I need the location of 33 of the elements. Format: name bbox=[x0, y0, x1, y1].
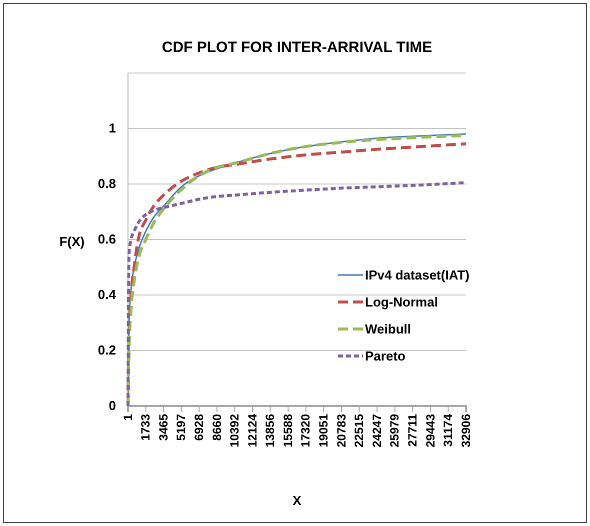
y-tick-label: 1 bbox=[108, 120, 116, 136]
x-tick-label: 27711 bbox=[405, 414, 420, 447]
y-tick-label: 0.6 bbox=[98, 232, 116, 247]
chart-title: CDF PLOT FOR INTER-ARRIVAL TIME bbox=[162, 39, 432, 56]
x-tick-label: 15588 bbox=[280, 414, 295, 448]
legend-label: IPv4 dataset(IAT) bbox=[365, 268, 470, 283]
y-tick-label: 0 bbox=[108, 398, 116, 414]
y-axis-title: F(X) bbox=[59, 234, 85, 249]
x-tick-label: 12124 bbox=[245, 414, 260, 448]
x-tick-label: 32906 bbox=[458, 414, 473, 448]
x-tick-label: 3465 bbox=[156, 414, 170, 441]
x-tick-label: 6928 bbox=[192, 414, 206, 441]
x-tick-label: 19051 bbox=[316, 414, 331, 448]
legend-label: Weibull bbox=[365, 322, 411, 337]
legend-label: Log-Normal bbox=[365, 294, 438, 310]
x-tick-label: 17320 bbox=[298, 414, 313, 448]
x-tick-label: 8660 bbox=[210, 414, 224, 441]
y-tick-label: 0.2 bbox=[98, 342, 116, 358]
legend-label: Pareto bbox=[365, 348, 406, 364]
x-tick-label: 1733 bbox=[138, 414, 153, 441]
x-tick-label: 22515 bbox=[352, 414, 366, 448]
x-tick-label: 24247 bbox=[370, 414, 384, 448]
x-tick-label: 1 bbox=[120, 414, 135, 421]
x-tick-label: 29443 bbox=[423, 414, 438, 448]
x-tick-label: 5197 bbox=[174, 414, 188, 441]
x-tick-label: 20783 bbox=[334, 414, 348, 448]
x-tick-label: 13856 bbox=[263, 414, 278, 448]
y-tick-label: 0.8 bbox=[98, 176, 116, 192]
y-tick-label: 0.4 bbox=[98, 287, 117, 302]
x-tick-label: 31174 bbox=[441, 414, 456, 447]
x-tick-label: 10392 bbox=[228, 414, 242, 448]
x-axis-title: X bbox=[292, 493, 302, 508]
x-tick-label: 25979 bbox=[388, 414, 402, 448]
